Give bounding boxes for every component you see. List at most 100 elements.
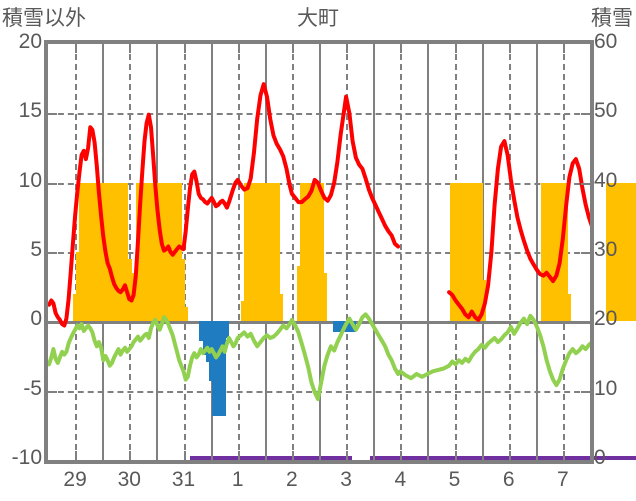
snow-depth-bar xyxy=(313,272,327,322)
x-tick-29: 29 xyxy=(63,468,87,491)
left-axis-title: 積雪以外 xyxy=(2,7,86,30)
tick-x xyxy=(102,451,105,460)
y-left-tick-20: 20 xyxy=(18,30,42,53)
y-left-tick-0: 0 xyxy=(30,307,42,331)
snow-depth-bar xyxy=(557,293,571,322)
precipitation-bar xyxy=(342,321,357,333)
tick-x xyxy=(319,44,321,53)
tick-x xyxy=(454,451,457,460)
snow-depth-bar xyxy=(174,307,189,322)
tick-x xyxy=(102,44,105,53)
tick-x xyxy=(210,451,213,460)
tick-x xyxy=(481,44,484,53)
tick-x xyxy=(291,44,294,53)
tick-x xyxy=(75,44,78,53)
y-left-tick-10: 10 xyxy=(18,168,42,192)
precipitation-bar xyxy=(215,321,230,338)
tick-x xyxy=(427,44,430,53)
gridline-x-mid-4 xyxy=(291,44,294,460)
tick-x xyxy=(400,451,403,460)
tick-x xyxy=(264,451,267,460)
snow-depth-bar xyxy=(269,293,284,322)
tick-x xyxy=(400,44,403,53)
bar-series-layer xyxy=(48,44,636,460)
x-tick-2: 2 xyxy=(286,468,298,491)
tick-y-left xyxy=(48,321,57,324)
line-series xyxy=(48,312,590,401)
y-left-tick-15: 15 xyxy=(18,99,42,123)
page-title: 大町 xyxy=(297,7,339,30)
tick-x xyxy=(373,44,376,53)
tick-x xyxy=(264,44,267,53)
y-right-tick-60: 60 xyxy=(594,30,618,53)
tick-x xyxy=(562,451,565,460)
x-tick-31: 31 xyxy=(171,468,196,491)
tick-y-right xyxy=(581,182,590,185)
y-left-tick-5: 5 xyxy=(30,238,42,261)
tick-x xyxy=(535,451,538,460)
line-series xyxy=(48,82,401,328)
tick-y-left xyxy=(48,252,57,254)
tick-x xyxy=(75,451,78,460)
snow-depth-bar xyxy=(632,224,636,322)
tick-y-left xyxy=(48,182,57,185)
tick-x xyxy=(237,451,240,460)
gridline-x-mid-8 xyxy=(508,44,511,460)
plot-area xyxy=(48,44,636,460)
tick-x xyxy=(210,44,213,53)
y-right-tick-10: 10 xyxy=(594,376,618,400)
tick-x xyxy=(346,451,349,460)
tick-x xyxy=(237,44,240,53)
tick-x xyxy=(454,44,457,53)
tick-x xyxy=(291,451,294,460)
y-right-tick-30: 30 xyxy=(594,238,618,261)
snow-depth-bar xyxy=(171,258,185,322)
x-tick-6: 6 xyxy=(502,468,515,491)
tick-y-right xyxy=(581,113,590,116)
tick-x xyxy=(156,44,159,53)
gridline-x-mid-1 xyxy=(129,44,132,460)
gridline-x-mid-6 xyxy=(400,44,403,460)
tick-x xyxy=(508,451,511,460)
tick-x xyxy=(562,44,565,53)
gridline-x-day-3 xyxy=(210,44,213,460)
tick-x xyxy=(183,451,186,460)
gridline-x-day-7 xyxy=(427,44,430,460)
tick-y-right xyxy=(581,390,590,393)
tick-x xyxy=(508,44,511,53)
line-series xyxy=(447,139,590,322)
y-right-tick-20: 20 xyxy=(594,307,618,331)
x-tick-1: 1 xyxy=(231,468,244,491)
tick-y-left xyxy=(48,113,57,116)
tick-x xyxy=(129,451,132,460)
y-left-tick--5: -5 xyxy=(23,376,42,400)
tick-x xyxy=(373,451,376,460)
y-left-tick--10: -10 xyxy=(11,446,42,469)
tick-x xyxy=(346,44,349,53)
gridline-x-day-6 xyxy=(373,44,376,460)
y-right-tick-40: 40 xyxy=(594,168,618,192)
tick-x xyxy=(481,451,484,460)
tick-x xyxy=(535,44,538,53)
snow-depth-bar xyxy=(266,182,281,322)
right-axis-title: 積雪 xyxy=(591,7,633,30)
gridline-x-mid-2 xyxy=(183,44,186,460)
x-tick-5: 5 xyxy=(448,468,461,491)
tick-x xyxy=(156,451,159,460)
y-right-tick-0: 0 xyxy=(594,446,606,469)
snow-flag-segment-0 xyxy=(190,456,352,460)
x-tick-30: 30 xyxy=(117,468,141,491)
x-tick-7: 7 xyxy=(557,468,569,491)
tick-x xyxy=(129,44,132,53)
gridline-x-day-9 xyxy=(535,44,538,460)
tick-y-right xyxy=(581,321,590,324)
snow-flag-segment-1 xyxy=(370,456,636,460)
precipitation-bar xyxy=(332,321,347,333)
x-tick-4: 4 xyxy=(394,468,407,491)
tick-x xyxy=(183,44,186,53)
tick-x xyxy=(427,451,430,460)
tick-y-right xyxy=(581,252,590,254)
line-series-layer xyxy=(48,82,590,401)
y-right-tick-50: 50 xyxy=(594,99,618,123)
